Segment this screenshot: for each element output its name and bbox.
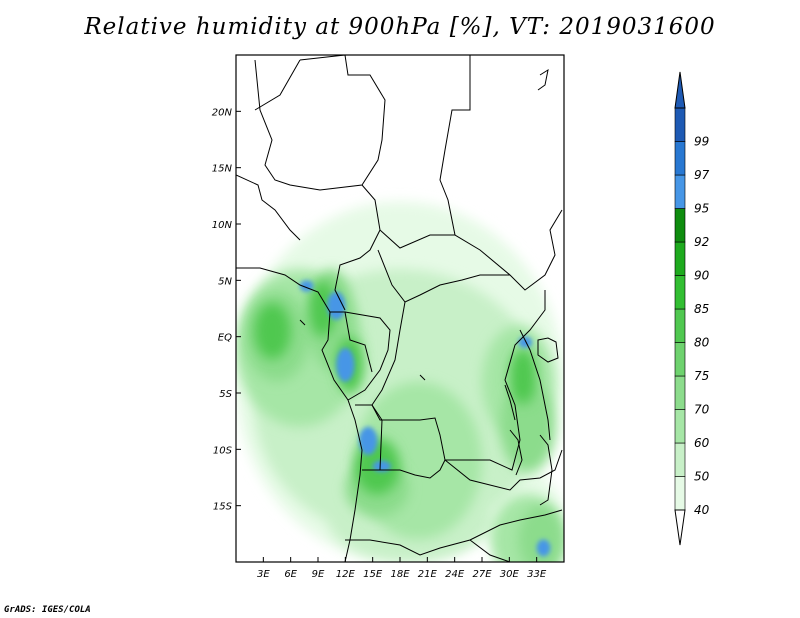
country-borders [236,55,563,562]
lat-tick-label: 20N [212,107,233,118]
colorbar-box [674,107,686,142]
colorbar-box [674,241,686,276]
lon-tick-label: 21E [418,569,438,580]
colorbar-label: 92 [694,235,709,249]
colorbar-boxes [674,107,686,511]
lat-tick-label: 10N [212,220,233,231]
humidity-region [336,347,355,382]
humidity-region [518,505,564,562]
lon-tick-label: 33E [527,569,547,580]
field-rh-95-99 [299,280,551,557]
colorbar-label: 40 [694,503,710,517]
humidity-region [518,336,533,348]
colorbar-box [674,409,686,444]
colorbar-max-arrow [674,71,686,109]
lon-tick-label: 12E [336,569,356,580]
lon-tick-label: 15E [363,569,383,580]
humidity-region [509,347,537,405]
humidity-region [536,539,551,557]
colorbar-label: 85 [694,302,709,316]
colorbar-label: 90 [694,269,710,283]
lon-tick-label: 27E [472,569,492,580]
colorbar-label: 99 [694,135,709,149]
humidity-region [359,426,378,455]
lon-tick-label: 6E [284,569,297,580]
lon-tick-label: 9E [312,569,325,580]
colorbar-labels: 40 50 60 70 75 80 85 90 92 95 97 99 [694,135,710,518]
humidity-region [327,291,346,320]
colorbar-box [674,476,686,511]
colorbar-label: 97 [694,168,710,182]
colorbar-box [674,208,686,243]
colorbar-box [674,442,686,477]
colorbar-box [674,375,686,410]
lat-tick-label: 15N [212,164,233,175]
colorbar: 40 50 60 70 75 80 85 90 92 95 97 99 [674,71,710,546]
lat-tick-label: 5N [218,276,232,287]
colorbar-box [674,308,686,343]
colorbar-label: 50 [694,470,710,484]
lon-tick-label: 18E [390,569,410,580]
colorbar-label: 75 [694,369,709,383]
colorbar-label: 95 [694,202,709,216]
lon-tick-label: 3E [257,569,270,580]
lon-tick-label: 24E [445,569,465,580]
lat-tick-label: 10S [213,445,233,456]
colorbar-label: 80 [694,336,710,350]
map-title: Relative humidity at 900hPa [%], VT: 201… [84,14,716,40]
humidity-region [500,381,555,472]
longitude-ticks: 3E 6E 9E 12E 15E 18E 21E 24E 27E 30E 33E [257,557,547,580]
colorbar-label: 70 [694,403,710,417]
latitude-ticks: 20N 15N 10N 5N EQ 5S 10S 15S [212,107,241,513]
colorbar-box [674,342,686,377]
colorbar-box [674,174,686,209]
humidity-region [254,302,291,360]
plot-area: 20N 15N 10N 5N EQ 5S 10S 15S 3E 6E 9E 12E 15E 18E 21E… [212,54,565,580]
lat-tick-label: 15S [213,502,233,513]
humidity-region [372,460,391,472]
colorbar-label: 60 [694,436,710,450]
colorbar-min-arrow [674,509,686,546]
lon-tick-label: 30E [500,569,520,580]
colorbar-box [674,141,686,176]
colorbar-box [674,275,686,310]
plot-frame [235,54,565,563]
lat-tick-label: EQ [218,333,232,344]
lat-tick-label: 5S [219,389,232,400]
grads-credit: GrADS: IGES/COLA [4,605,91,615]
